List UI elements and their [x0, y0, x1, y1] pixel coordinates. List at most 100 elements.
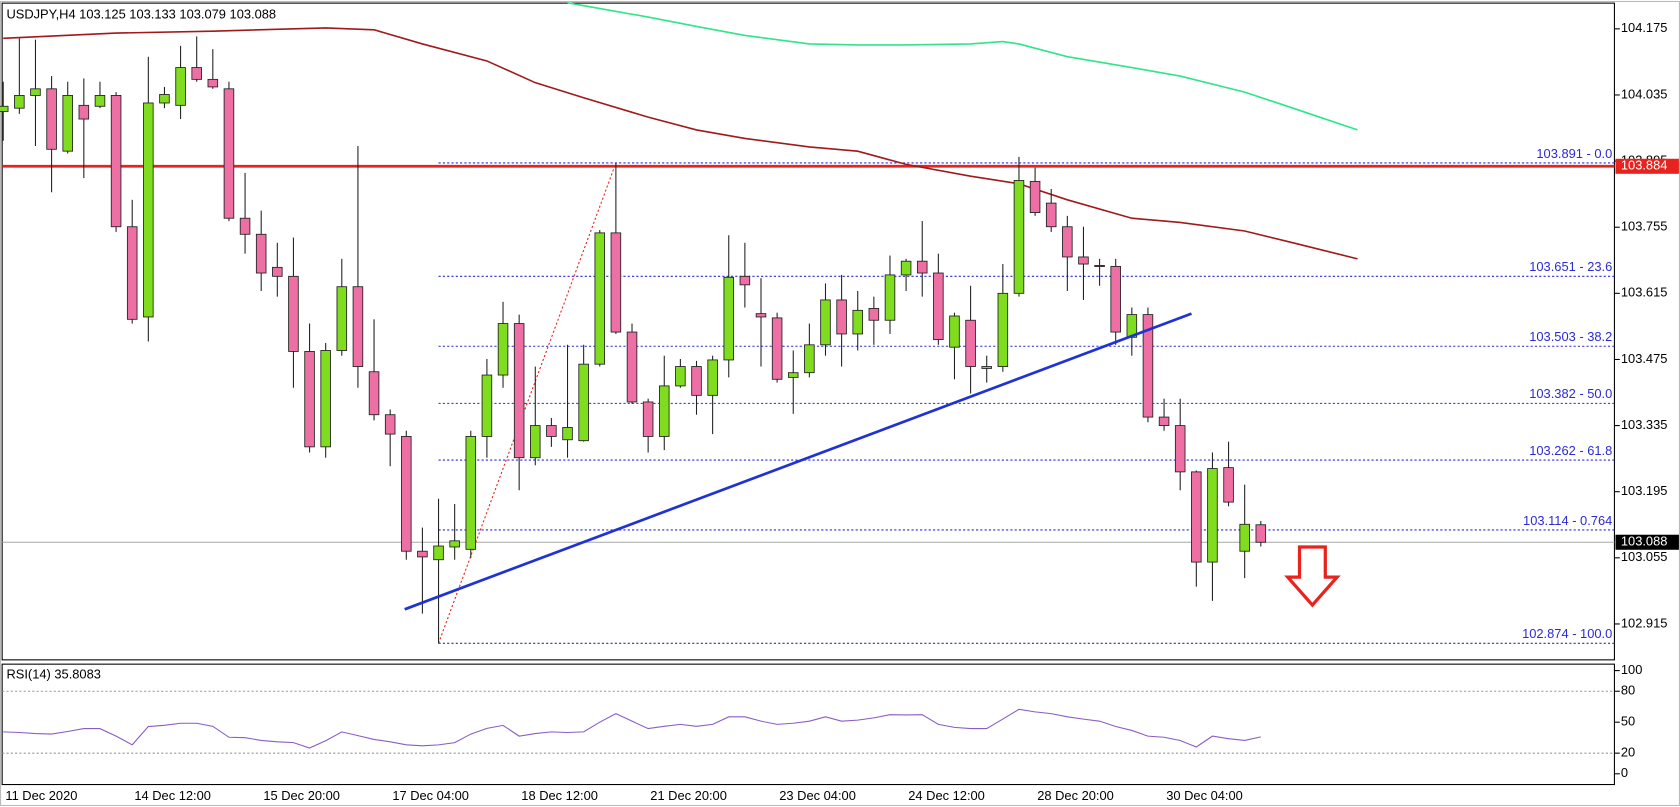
candle-body: [691, 366, 702, 396]
y-tick-label: 103.195: [1621, 483, 1668, 498]
fib-label: 103.891 - 0.0: [1536, 146, 1612, 161]
candle-body: [594, 232, 606, 365]
candle-body: [836, 299, 847, 335]
candle-body: [513, 323, 525, 459]
candle-body: [852, 309, 864, 335]
candle-body: [1255, 524, 1267, 543]
y-tick-label: 103.335: [1621, 417, 1668, 432]
candle-body: [449, 540, 460, 548]
fib-anchor: [438, 162, 617, 644]
candle-body: [94, 95, 106, 107]
candle-body: [191, 67, 202, 80]
candle-body: [739, 275, 751, 286]
y-tick-label: 100: [1621, 662, 1642, 677]
candle-body: [352, 286, 364, 367]
candle-body: [610, 232, 622, 333]
candle-body: [1029, 180, 1041, 213]
x-tick-label: 18 Dec 12:00: [521, 788, 598, 803]
candle-body: [771, 317, 783, 380]
x-tick-label: 17 Dec 04:00: [392, 788, 469, 803]
candle-body: [223, 88, 235, 219]
down-arrow: [1284, 545, 1341, 608]
y-tick-label: 80: [1621, 683, 1635, 698]
x-tick-label: 24 Dec 12:00: [908, 788, 985, 803]
candle-body: [46, 88, 57, 150]
candle-body: [562, 427, 573, 441]
rsi-title: RSI(14) 35.8083: [6, 666, 100, 681]
candle-body: [820, 299, 831, 346]
candle-body: [965, 319, 976, 367]
candle-body: [626, 331, 638, 403]
y-tick-label: 103.055: [1621, 549, 1668, 564]
candle-body: [804, 344, 815, 374]
candle-body: [255, 233, 267, 274]
x-tick-label: 21 Dec 20:00: [650, 788, 727, 803]
candle-body: [884, 274, 896, 321]
y-tick-label: 103.475: [1621, 351, 1668, 366]
candle-body: [642, 401, 654, 437]
candle-body: [368, 371, 380, 416]
candle-body: [126, 226, 138, 320]
x-tick-label: 28 Dec 20:00: [1037, 788, 1114, 803]
candle-body: [900, 260, 912, 276]
candle-body: [1062, 226, 1073, 258]
candle-body: [707, 359, 718, 396]
candle-body: [949, 315, 960, 348]
candle-body: [207, 78, 219, 88]
y-tick-label: 103.615: [1621, 285, 1668, 300]
y-tick-label: 20: [1621, 745, 1635, 760]
candle-body: [110, 95, 122, 228]
candle-body: [933, 272, 944, 341]
candle-body: [1223, 467, 1234, 503]
candle-body: [916, 260, 928, 274]
price-label-box: [1615, 158, 1679, 174]
candle-body: [465, 436, 477, 550]
candle-body: [433, 545, 444, 561]
candle-body: [997, 292, 1009, 367]
trendline: [404, 312, 1192, 611]
candle-body: [546, 425, 557, 437]
price-panel: [1, 2, 1615, 661]
candle-body: [288, 275, 299, 352]
candle-body: [14, 95, 25, 109]
candle-body: [320, 350, 331, 448]
x-tick-label: 15 Dec 20:00: [263, 788, 340, 803]
candle-body: [401, 436, 412, 552]
x-tick-label: 30 Dec 04:00: [1166, 788, 1243, 803]
price-label: 103.088: [1621, 534, 1668, 549]
candle-body: [143, 102, 154, 318]
candle-body: [30, 88, 41, 96]
fib-label: 103.503 - 38.2: [1529, 329, 1612, 344]
y-tick-label: 102.915: [1621, 615, 1668, 630]
candle-body: [1239, 523, 1250, 552]
candle-body: [272, 266, 283, 277]
rsi-panel: [1, 663, 1615, 786]
candle-body: [239, 217, 251, 235]
candle-body: [868, 308, 880, 321]
y-tick-label: 104.175: [1621, 20, 1668, 35]
candle-body: [1207, 468, 1218, 563]
x-tick-label: 14 Dec 12:00: [134, 788, 211, 803]
candle-body: [336, 286, 348, 351]
y-tick-label: 0: [1621, 765, 1628, 780]
y-tick-label: 50: [1621, 714, 1635, 729]
candle-body: [1158, 416, 1170, 427]
fib-label: 103.651 - 23.6: [1529, 259, 1612, 274]
candle-body: [1045, 202, 1057, 228]
candle-body: [304, 350, 315, 448]
candle-body: [1078, 256, 1089, 265]
candle-body: [384, 414, 396, 435]
y-tick-label: 103.755: [1621, 219, 1668, 234]
candle-body: [658, 385, 670, 437]
candle-body: [1094, 265, 1105, 267]
price-label: 103.884: [1621, 158, 1668, 173]
chart-title: USDJPY,H4 103.125 103.133 103.079 103.08…: [6, 6, 276, 21]
candle-body: [0, 105, 9, 112]
candle-body: [175, 67, 186, 106]
candle-body: [62, 95, 73, 152]
candle-body: [1142, 314, 1154, 418]
candle-body: [481, 374, 493, 437]
moving-average: [567, 2, 1358, 131]
